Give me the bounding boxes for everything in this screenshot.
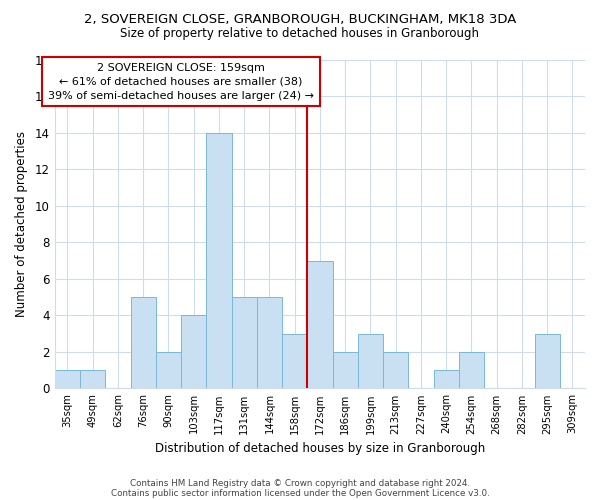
Bar xyxy=(181,316,206,388)
Text: Contains HM Land Registry data © Crown copyright and database right 2024.: Contains HM Land Registry data © Crown c… xyxy=(130,478,470,488)
Y-axis label: Number of detached properties: Number of detached properties xyxy=(15,131,28,317)
Bar xyxy=(459,352,484,389)
Text: Size of property relative to detached houses in Granborough: Size of property relative to detached ho… xyxy=(121,28,479,40)
Text: 2, SOVEREIGN CLOSE, GRANBOROUGH, BUCKINGHAM, MK18 3DA: 2, SOVEREIGN CLOSE, GRANBOROUGH, BUCKING… xyxy=(84,12,516,26)
Bar xyxy=(383,352,408,389)
Text: 2 SOVEREIGN CLOSE: 159sqm
← 61% of detached houses are smaller (38)
39% of semi-: 2 SOVEREIGN CLOSE: 159sqm ← 61% of detac… xyxy=(48,63,314,101)
Bar xyxy=(55,370,80,388)
Bar xyxy=(257,297,282,388)
Bar xyxy=(332,352,358,389)
Bar xyxy=(282,334,307,388)
Bar xyxy=(232,297,257,388)
Bar xyxy=(358,334,383,388)
Bar xyxy=(307,260,332,388)
Bar xyxy=(156,352,181,389)
Bar xyxy=(80,370,106,388)
X-axis label: Distribution of detached houses by size in Granborough: Distribution of detached houses by size … xyxy=(155,442,485,455)
Bar xyxy=(434,370,459,388)
Bar xyxy=(206,133,232,388)
Bar xyxy=(131,297,156,388)
Text: Contains public sector information licensed under the Open Government Licence v3: Contains public sector information licen… xyxy=(110,488,490,498)
Bar xyxy=(535,334,560,388)
